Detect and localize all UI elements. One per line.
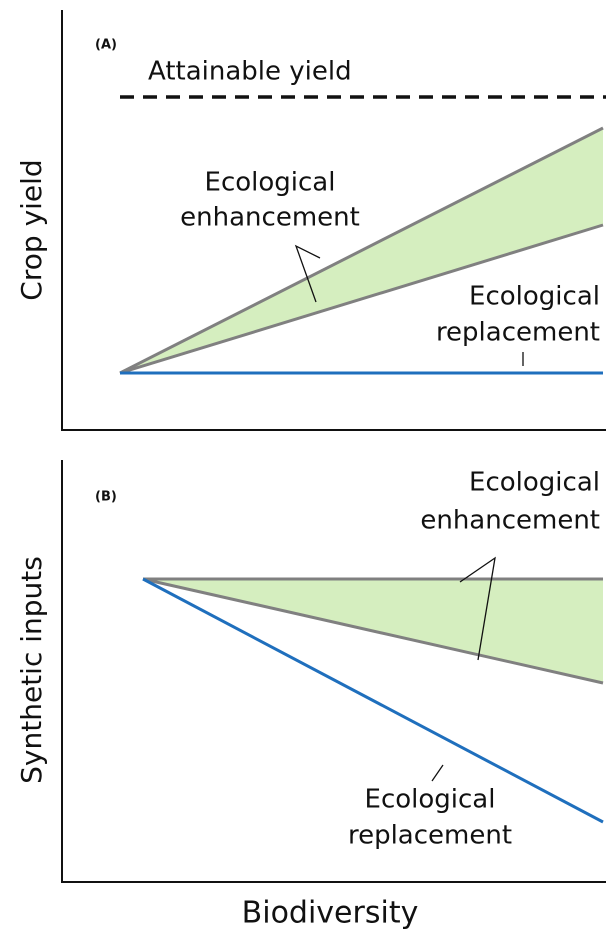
- leader: [294, 244, 321, 303]
- enhancement-line: [142, 577, 604, 685]
- panel-label: (A): [95, 38, 117, 53]
- axes: [61, 460, 606, 883]
- x-axis-label: Biodiversity: [242, 896, 419, 931]
- panel-label: (B): [95, 490, 117, 505]
- replacement-line: [142, 577, 604, 824]
- replacement-label: replacement: [436, 318, 600, 348]
- y-axis-label: Synthetic inputs: [15, 556, 48, 784]
- leader: [431, 764, 444, 782]
- y-axis-label: Crop yield: [15, 159, 48, 300]
- enhancement-label: enhancement: [180, 203, 360, 233]
- enhancement-line: [119, 126, 604, 375]
- attainable-label: Attainable yield: [148, 57, 352, 87]
- replacement-label: replacement: [348, 821, 512, 851]
- leader: [459, 556, 496, 661]
- replacement-label: Ecological: [365, 785, 496, 815]
- enhancement-line: [119, 223, 604, 375]
- replacement-label: Ecological: [469, 282, 600, 312]
- axes: [61, 10, 606, 431]
- enhancement-label: enhancement: [420, 506, 600, 536]
- enhancement-label: Ecological: [469, 468, 600, 498]
- enhancement-label: Ecological: [205, 168, 336, 198]
